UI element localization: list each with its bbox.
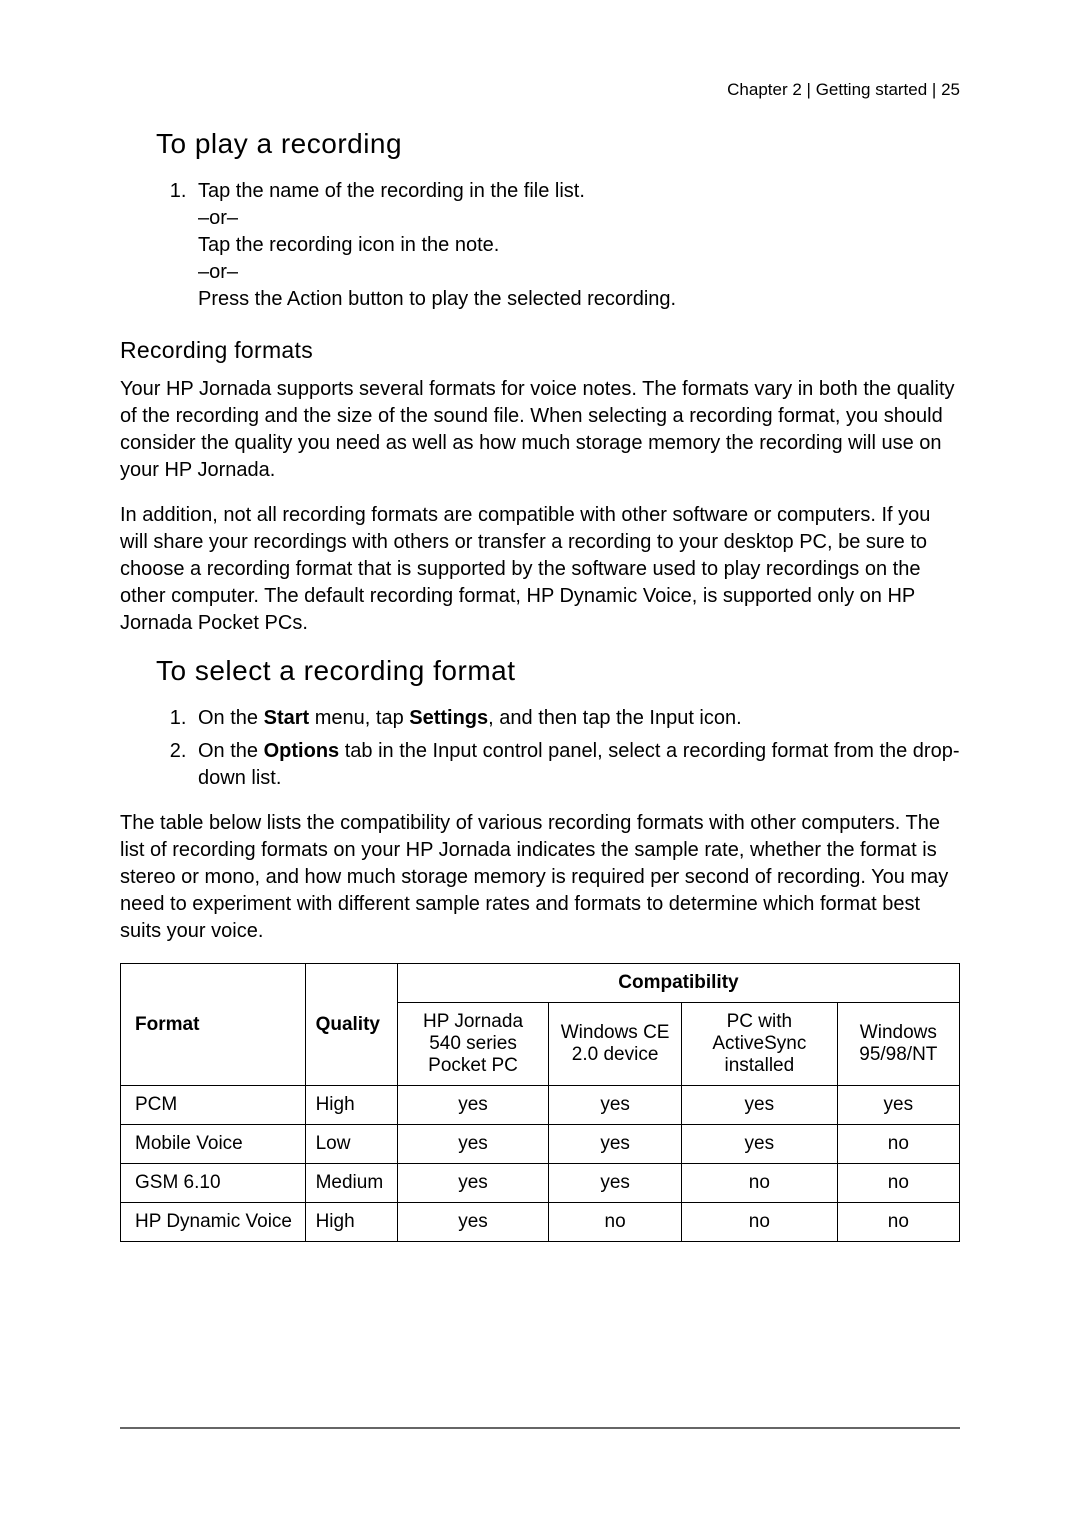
page: Chapter 2 | Getting started | 25 To play… <box>0 0 1080 1529</box>
heading-recording-formats: Recording formats <box>120 337 960 364</box>
cell-c4: no <box>837 1203 959 1242</box>
cell-c2: yes <box>549 1086 682 1125</box>
th-quality: Quality <box>305 964 397 1086</box>
cell-format: GSM 6.10 <box>121 1164 306 1203</box>
play-steps-list: Tap the name of the recording in the fil… <box>156 178 960 313</box>
cell-c4: no <box>837 1164 959 1203</box>
select-step-2-pre: On the <box>198 740 264 762</box>
play-step-1: Tap the name of the recording in the fil… <box>192 178 960 313</box>
table-header-row-1: Format Quality Compatibility <box>121 964 960 1003</box>
cell-quality: High <box>305 1086 397 1125</box>
th-format: Format <box>121 964 306 1086</box>
th-col1: HP Jornada 540 series Pocket PC <box>397 1003 548 1086</box>
table-row: Mobile Voice Low yes yes yes no <box>121 1125 960 1164</box>
cell-c1: yes <box>397 1125 548 1164</box>
select-steps-list: On the Start menu, tap Settings, and the… <box>156 705 960 792</box>
select-step-2-bold-1: Options <box>264 740 340 762</box>
header-section: Getting started <box>816 80 928 99</box>
th-compatibility: Compatibility <box>397 964 959 1003</box>
header-sep-2: | <box>927 80 941 99</box>
select-step-2: On the Options tab in the Input control … <box>192 738 960 792</box>
select-step-1-bold-1: Start <box>264 707 310 729</box>
select-step-1-pre: On the <box>198 707 264 729</box>
table-intro-paragraph: The table below lists the compatibility … <box>120 810 960 945</box>
play-step-or-2: –or– <box>198 261 238 283</box>
th-col3: PC with ActiveSync installed <box>682 1003 838 1086</box>
formats-para-2: In addition, not all recording formats a… <box>120 502 960 637</box>
header-sep-1: | <box>802 80 816 99</box>
header-page-number: 25 <box>941 80 960 99</box>
cell-quality: Low <box>305 1125 397 1164</box>
play-step-1a: Tap the name of the recording in the fil… <box>198 180 585 202</box>
cell-format: Mobile Voice <box>121 1125 306 1164</box>
footer-rule <box>120 1427 960 1429</box>
cell-quality: Medium <box>305 1164 397 1203</box>
cell-c4: no <box>837 1125 959 1164</box>
select-step-1: On the Start menu, tap Settings, and the… <box>192 705 960 732</box>
table-row: PCM High yes yes yes yes <box>121 1086 960 1125</box>
cell-c1: yes <box>397 1203 548 1242</box>
play-step-or-1: –or– <box>198 207 238 229</box>
cell-quality: High <box>305 1203 397 1242</box>
th-col4: Windows 95/98/NT <box>837 1003 959 1086</box>
select-step-1-bold-2: Settings <box>409 707 488 729</box>
cell-c3: yes <box>682 1125 838 1164</box>
compatibility-table: Format Quality Compatibility HP Jornada … <box>120 963 960 1242</box>
table-row: GSM 6.10 Medium yes yes no no <box>121 1164 960 1203</box>
cell-c2: yes <box>549 1164 682 1203</box>
cell-c2: no <box>549 1203 682 1242</box>
cell-c3: no <box>682 1203 838 1242</box>
page-header: Chapter 2 | Getting started | 25 <box>120 80 960 100</box>
cell-format: PCM <box>121 1086 306 1125</box>
cell-c4: yes <box>837 1086 959 1125</box>
table-body: PCM High yes yes yes yes Mobile Voice Lo… <box>121 1086 960 1242</box>
formats-para-1: Your HP Jornada supports several formats… <box>120 376 960 484</box>
play-step-1b: Tap the recording icon in the note. <box>198 234 499 256</box>
heading-select-format: To select a recording format <box>156 655 960 687</box>
cell-c1: yes <box>397 1086 548 1125</box>
cell-c3: yes <box>682 1086 838 1125</box>
table-row: HP Dynamic Voice High yes no no no <box>121 1203 960 1242</box>
cell-c1: yes <box>397 1164 548 1203</box>
cell-c2: yes <box>549 1125 682 1164</box>
cell-format: HP Dynamic Voice <box>121 1203 306 1242</box>
heading-play-recording: To play a recording <box>156 128 960 160</box>
play-step-1c: Press the Action button to play the sele… <box>198 288 676 310</box>
select-step-1-post: , and then tap the Input icon. <box>488 707 742 729</box>
cell-c3: no <box>682 1164 838 1203</box>
select-step-1-mid: menu, tap <box>309 707 409 729</box>
header-chapter: Chapter 2 <box>727 80 802 99</box>
th-col2: Windows CE 2.0 device <box>549 1003 682 1086</box>
